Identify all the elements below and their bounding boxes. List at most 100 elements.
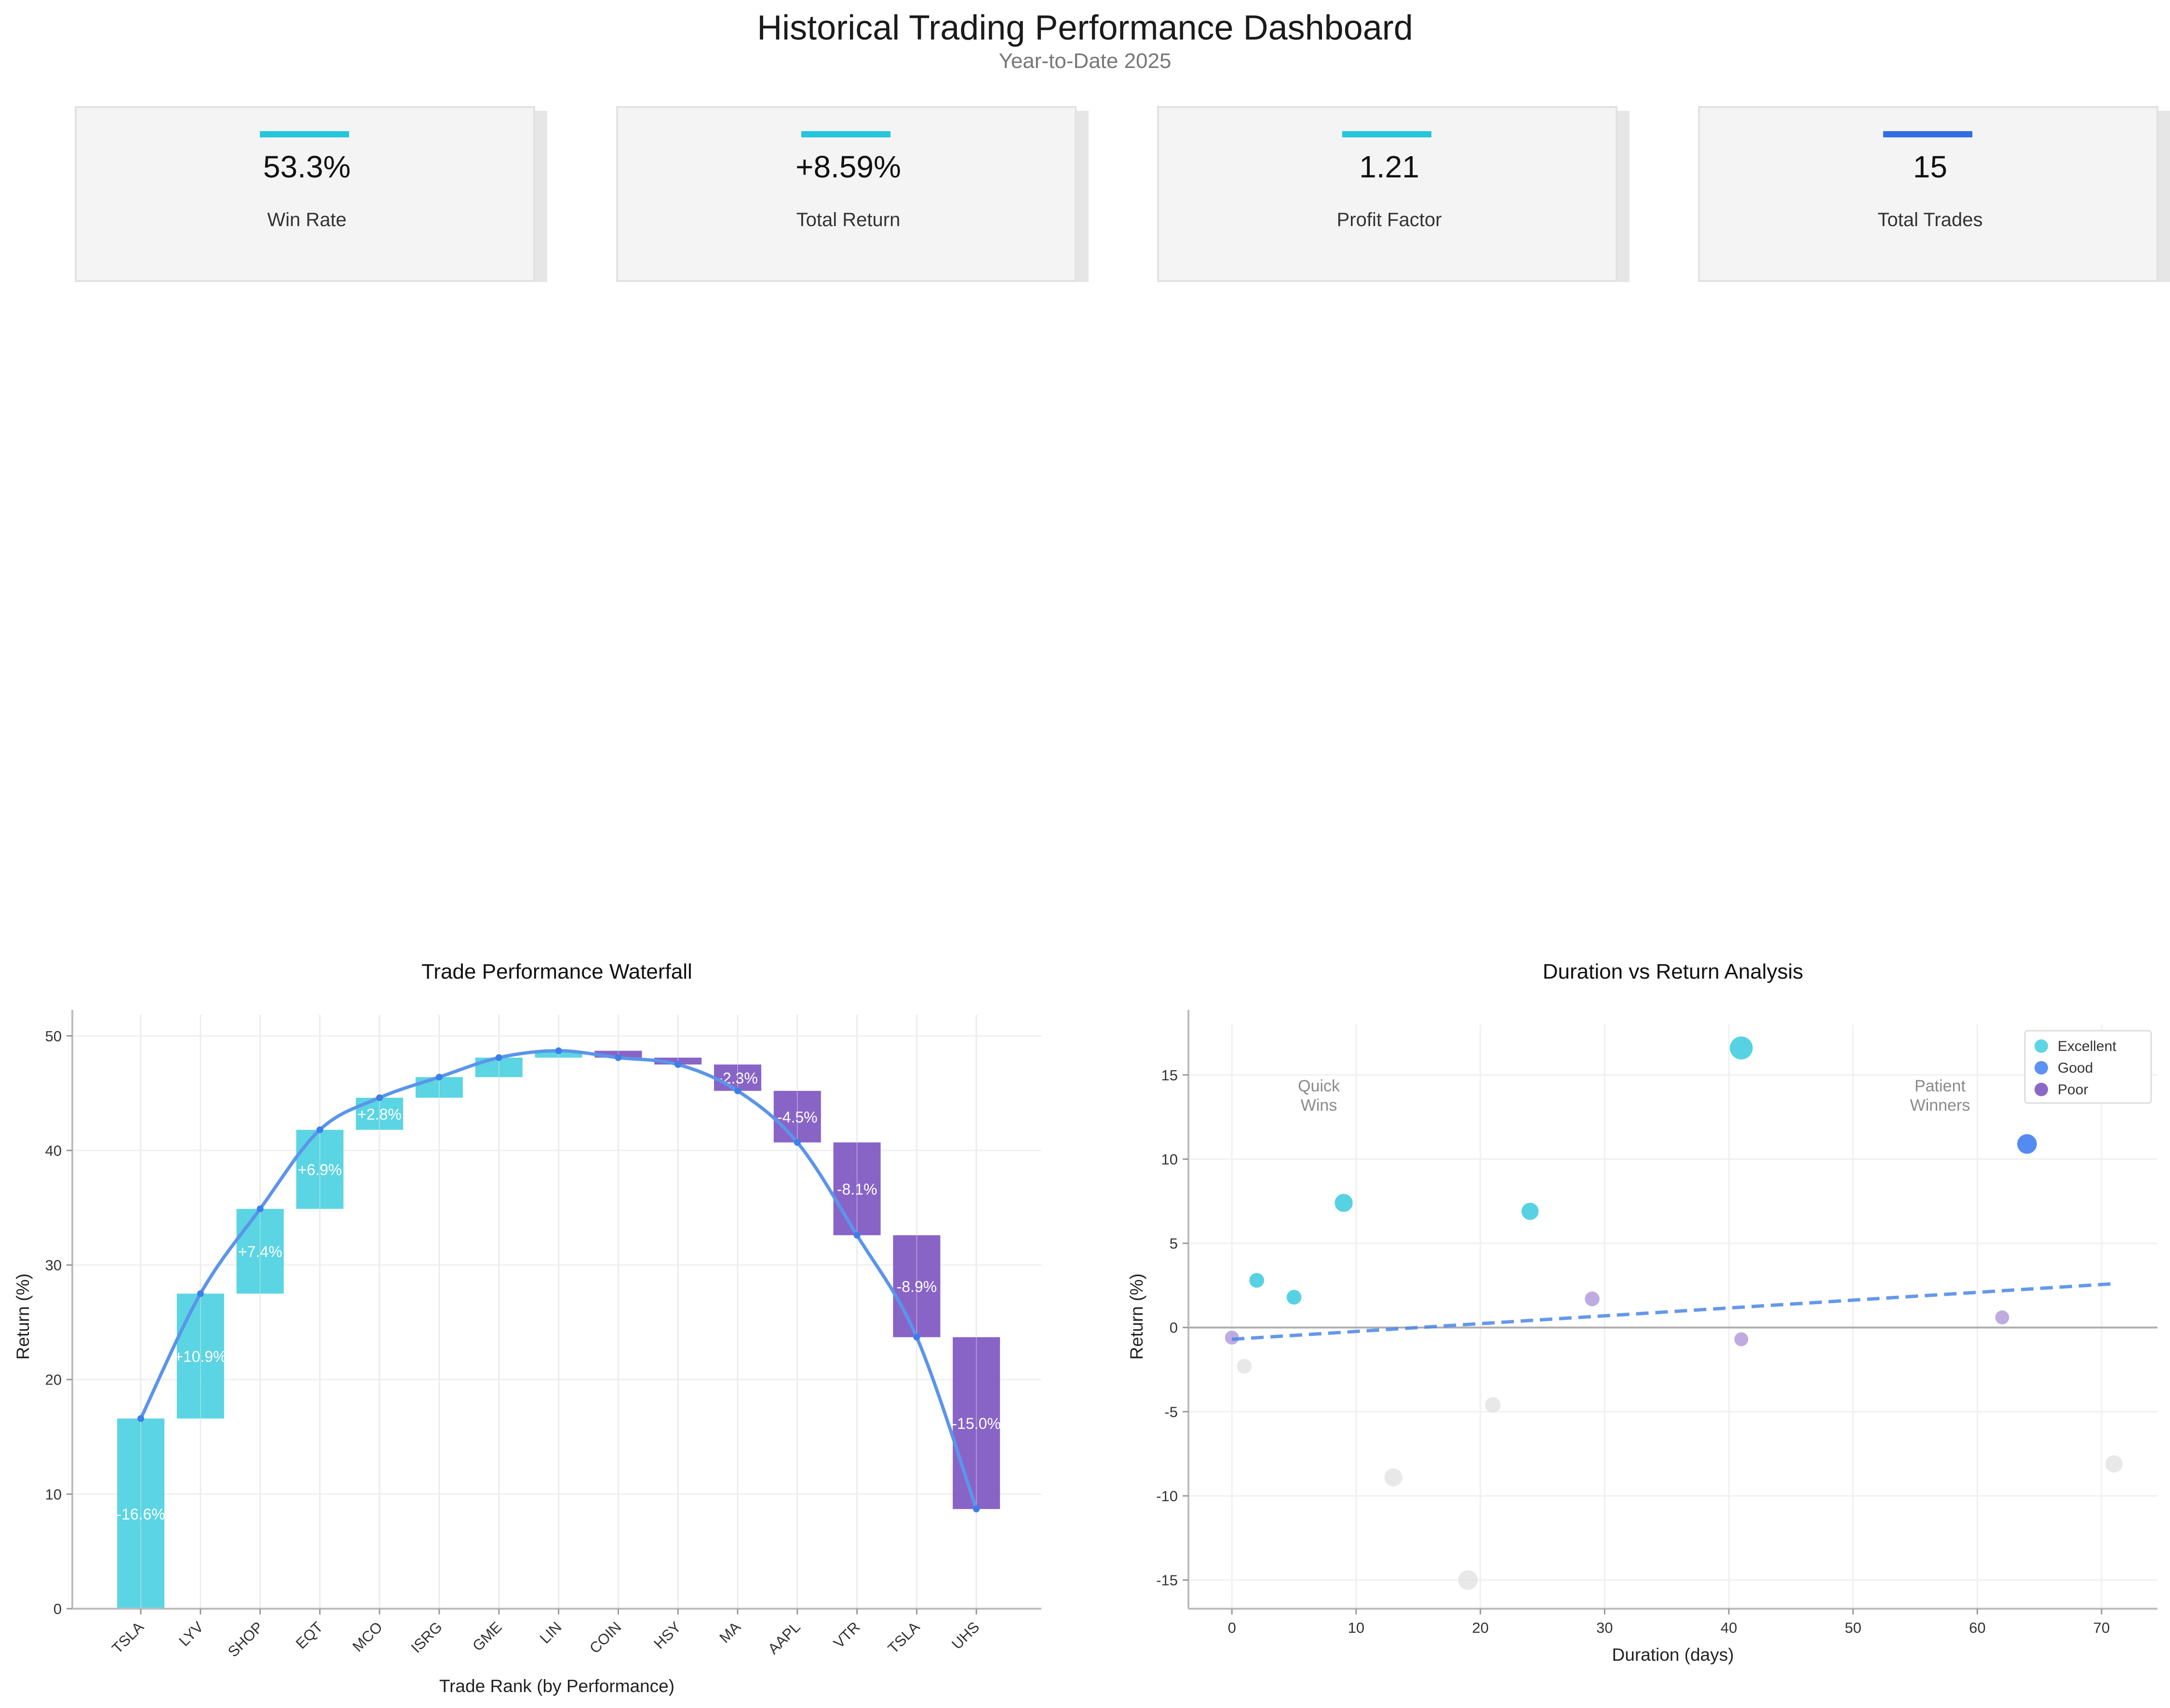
x-tick-label: 50 bbox=[1845, 1619, 1861, 1636]
scatter-point bbox=[1585, 1291, 1600, 1306]
kpi-accent-bar bbox=[801, 131, 890, 137]
y-tick-label: 50 bbox=[45, 1028, 62, 1045]
page-title: Historical Trading Performance Dashboard bbox=[757, 9, 1413, 47]
x-axis-label: Duration (days) bbox=[1612, 1645, 1734, 1665]
y-tick-label: 10 bbox=[1161, 1151, 1178, 1168]
trend-line bbox=[1231, 1282, 2115, 1341]
legend-label: Excellent bbox=[2058, 1038, 2116, 1054]
waterfall-bar bbox=[236, 1209, 284, 1294]
scatter-point bbox=[1995, 1310, 2009, 1325]
bar-data-label: -16.6% bbox=[116, 1506, 165, 1523]
legend-marker bbox=[2035, 1083, 2048, 1096]
y-tick-label: 15 bbox=[1161, 1067, 1178, 1084]
waterfall-bar bbox=[893, 1235, 941, 1337]
cumulative-point bbox=[436, 1074, 443, 1081]
scatter-point bbox=[2017, 1134, 2037, 1154]
waterfall-bar bbox=[833, 1142, 881, 1236]
kpi-card-profit-factor: 1.21 Profit Factor bbox=[1157, 106, 1630, 282]
kpi-value: 53.3% bbox=[263, 149, 351, 184]
kpi-label: Profit Factor bbox=[1336, 209, 1442, 230]
cumulative-point bbox=[495, 1054, 502, 1061]
kpi-value: 15 bbox=[1913, 149, 1948, 184]
x-tick-label: LIN bbox=[537, 1618, 565, 1647]
x-tick-label: LYV bbox=[175, 1618, 207, 1650]
kpi-accent-bar bbox=[1883, 131, 1972, 137]
cumulative-point bbox=[973, 1506, 980, 1513]
bar-data-label: +2.8% bbox=[357, 1105, 402, 1123]
kpi-card-body: 53.3% Win Rate bbox=[75, 106, 535, 282]
y-axis-label: Return (%) bbox=[13, 1274, 33, 1360]
cumulative-point bbox=[734, 1087, 741, 1094]
x-tick-label: EQT bbox=[293, 1618, 326, 1652]
bar-data-label: +10.9% bbox=[174, 1348, 227, 1365]
scatter-point bbox=[1729, 1036, 1753, 1060]
cumulative-point bbox=[674, 1061, 682, 1068]
kpi-value: +8.59% bbox=[795, 149, 901, 184]
x-tick-label: ISRG bbox=[408, 1618, 445, 1656]
x-tick-label: SHOP bbox=[225, 1618, 267, 1660]
scatter-point bbox=[1458, 1570, 1478, 1590]
x-axis-label: Trade Rank (by Performance) bbox=[439, 1676, 674, 1696]
cumulative-point bbox=[913, 1333, 920, 1341]
cumulative-point bbox=[137, 1415, 144, 1422]
scatter-point bbox=[1334, 1194, 1353, 1212]
x-tick-label: UHS bbox=[948, 1618, 983, 1653]
x-tick-label: 40 bbox=[1721, 1619, 1737, 1636]
kpi-label: Total Trades bbox=[1877, 209, 1983, 230]
y-tick-label: 0 bbox=[1170, 1319, 1178, 1336]
scatter-point bbox=[2105, 1455, 2123, 1473]
kpi-card-total-return: +8.59% Total Return bbox=[616, 106, 1089, 282]
kpi-accent-bar bbox=[1342, 131, 1431, 137]
y-tick-label: -15 bbox=[1156, 1572, 1178, 1589]
scatter-point bbox=[1384, 1468, 1402, 1487]
scatter-point bbox=[1249, 1273, 1265, 1288]
bar-data-label: +7.4% bbox=[238, 1243, 283, 1261]
y-tick-label: 30 bbox=[45, 1257, 62, 1274]
x-tick-label: HSY bbox=[650, 1618, 684, 1652]
cumulative-point bbox=[256, 1205, 264, 1212]
x-tick-label: GME bbox=[469, 1618, 505, 1654]
cumulative-point bbox=[853, 1232, 861, 1239]
y-tick-label: -5 bbox=[1164, 1403, 1178, 1420]
chart-title: Trade Performance Waterfall bbox=[421, 960, 692, 983]
kpi-card-total-trades: 15 Total Trades bbox=[1698, 106, 2170, 282]
waterfall-bar bbox=[953, 1337, 1000, 1509]
kpi-label: Total Return bbox=[796, 209, 901, 230]
x-tick-label: TSLA bbox=[885, 1618, 923, 1657]
legend-label: Poor bbox=[2058, 1082, 2088, 1098]
cumulative-point bbox=[197, 1290, 204, 1297]
legend-label: Good bbox=[2058, 1060, 2093, 1076]
waterfall-bar bbox=[773, 1090, 821, 1143]
annotation-text: Winners bbox=[1910, 1096, 1970, 1115]
bar-data-label: -8.1% bbox=[837, 1181, 877, 1198]
y-tick-label: 10 bbox=[45, 1486, 62, 1503]
cumulative-point bbox=[615, 1054, 622, 1061]
chart-title: Duration vs Return Analysis bbox=[1543, 960, 1803, 983]
waterfall-bar bbox=[117, 1418, 164, 1609]
scatter-point bbox=[1485, 1397, 1501, 1413]
cumulative-point bbox=[555, 1047, 562, 1054]
bar-data-label: -4.5% bbox=[777, 1108, 818, 1126]
y-tick-label: -10 bbox=[1156, 1488, 1178, 1505]
y-axis-label: Return (%) bbox=[1127, 1274, 1146, 1360]
legend-marker bbox=[2035, 1039, 2048, 1053]
x-tick-label: AAPL bbox=[765, 1618, 804, 1657]
cumulative-point bbox=[376, 1094, 383, 1102]
kpi-label: Win Rate bbox=[267, 209, 347, 230]
scatter-point bbox=[1237, 1358, 1252, 1374]
x-tick-label: COIN bbox=[586, 1618, 625, 1657]
cumulative-point bbox=[316, 1126, 323, 1133]
legend-box bbox=[2024, 1030, 2152, 1104]
waterfall-bar bbox=[176, 1293, 224, 1419]
legend-marker bbox=[2035, 1061, 2048, 1075]
y-tick-label: 5 bbox=[1170, 1235, 1178, 1252]
bar-data-label: -8.9% bbox=[897, 1278, 937, 1295]
x-tick-label: MA bbox=[716, 1618, 744, 1646]
annotation-text: Quick bbox=[1298, 1077, 1340, 1095]
x-tick-label: MCO bbox=[349, 1618, 386, 1655]
kpi-value: 1.21 bbox=[1359, 149, 1419, 184]
cumulative-point bbox=[794, 1139, 801, 1146]
x-tick-label: 0 bbox=[1228, 1619, 1236, 1636]
annotation-text: Patient bbox=[1914, 1077, 1966, 1095]
y-tick-label: 20 bbox=[45, 1372, 62, 1388]
